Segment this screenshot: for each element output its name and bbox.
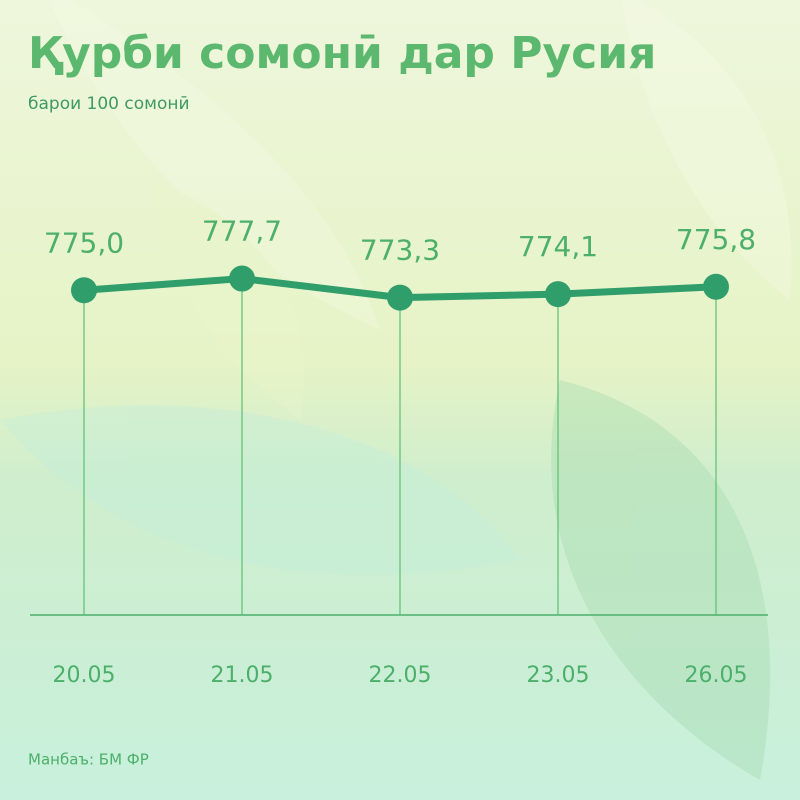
value-label: 773,3: [360, 234, 440, 267]
x-tick-label: 23.05: [527, 663, 590, 688]
value-label: 775,0: [44, 226, 124, 259]
point: [545, 281, 571, 308]
value-label: 777,7: [202, 215, 282, 248]
x-tick-label: 22.05: [369, 663, 432, 688]
value-label: 775,8: [676, 223, 756, 256]
chart-subtitle: барои 100 сомонӣ: [28, 94, 190, 114]
x-tick-label: 26.05: [685, 663, 748, 688]
point: [703, 273, 729, 300]
source: Манбаъ: БМ ФР: [28, 751, 149, 769]
leaf-decoration: [0, 180, 771, 780]
value-label: 774,1: [518, 230, 598, 263]
x-tick-label: 21.05: [211, 663, 274, 688]
x-tick-label: 20.05: [53, 663, 116, 688]
point: [71, 277, 97, 304]
point: [387, 284, 413, 311]
chart-title: Қурби сомонӣ дар Русия: [28, 28, 656, 79]
point: [229, 265, 255, 292]
